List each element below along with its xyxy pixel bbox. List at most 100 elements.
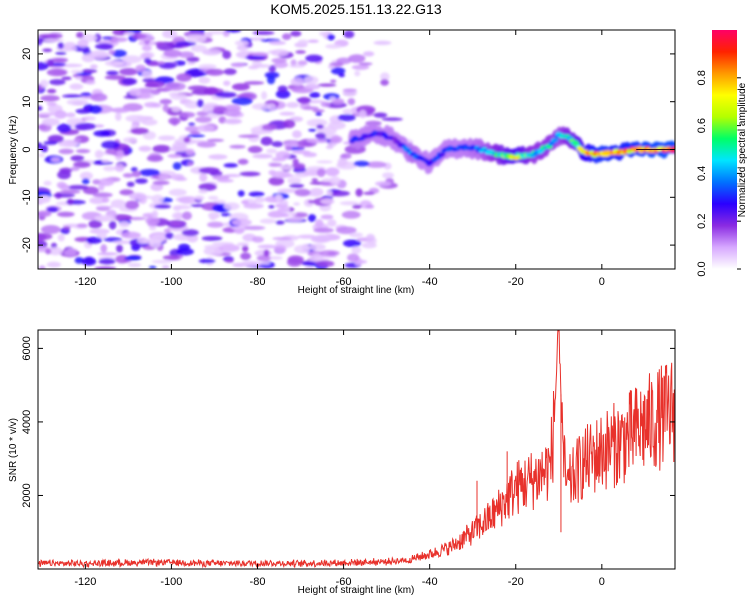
spectrogram-noise-cell — [223, 80, 231, 86]
spectrogram-signal-cell — [439, 152, 446, 157]
spectrogram-noise-cell — [42, 48, 53, 53]
spectrogram-noise-cell — [38, 233, 47, 242]
snr-y-axis: 2000 4000 6000 — [21, 336, 675, 508]
spectrogram-noise-cell — [110, 199, 126, 209]
spectrogram-noise-cell — [103, 237, 123, 242]
snr-x-tick-label: 0 — [599, 576, 605, 588]
spectrogram-noise-cell — [61, 63, 83, 68]
colorbar-gradient — [712, 30, 737, 269]
spectrogram-noise-cell — [354, 70, 361, 77]
spectrogram-noise-cell — [252, 30, 275, 36]
spectrogram-noise-cell — [176, 73, 192, 82]
spectrogram-noise-cell — [247, 145, 263, 154]
spectrogram-noise-cell — [300, 260, 316, 266]
spectrogram-noise-cell — [181, 229, 199, 237]
spectrogram-noise-cell — [190, 44, 207, 53]
spectrogram-noise-cell — [373, 40, 392, 45]
spectrogram-noise-cell — [261, 91, 268, 100]
spectrogram-noise-cell — [118, 221, 130, 228]
spectrogram-noise-cell — [151, 259, 173, 264]
spectrogram-noise-cell — [89, 197, 106, 205]
spectrogram-noise-cell — [74, 122, 97, 130]
spectrogram-x-axis: -120 -100 -80 -60 -40 -20 0 — [74, 30, 605, 288]
spectrogram-noise-cell — [315, 111, 322, 117]
spectrogram-noise-cell — [96, 205, 114, 209]
spectrogram-noise-cell — [252, 64, 272, 68]
spectrogram-noise-cell — [198, 167, 220, 174]
spectrogram-noise-cell — [177, 196, 199, 204]
spectrogram-noise-cell — [342, 88, 357, 93]
spectrogram-x-tick-label: -120 — [74, 276, 96, 288]
spectrogram-noise-cell — [126, 181, 135, 187]
spectrogram-noise-cell — [275, 193, 283, 202]
spectrogram-noise-cell — [231, 83, 251, 91]
spectrogram-noise-cell — [158, 174, 170, 180]
spectrogram-noise-cell — [58, 148, 74, 155]
spectrogram-noise-cell — [315, 132, 327, 140]
spectrogram-heatmap — [38, 30, 675, 269]
colorbar-label: Normalized spectral amplitude — [737, 82, 748, 217]
spectrogram-noise-cell — [56, 181, 67, 189]
spectrogram-noise-cell — [119, 68, 138, 76]
spectrogram-noise-cell — [121, 231, 141, 239]
spectrogram-x-tick-label: -40 — [422, 276, 438, 288]
spectrogram-noise-cell — [171, 212, 185, 220]
spectrogram-noise-cell — [115, 112, 122, 121]
spectrogram-noise-cell — [225, 30, 242, 33]
spectrogram-noise-cell — [123, 137, 138, 143]
spectrogram-noise-cell — [178, 51, 195, 59]
spectrogram-x-tick-label: -20 — [508, 276, 524, 288]
spectrogram-noise-cell — [97, 252, 119, 256]
spectrogram-noise-cell — [320, 198, 335, 205]
spectrogram-noise-cell — [135, 178, 148, 184]
spectrogram-noise-cell — [115, 254, 129, 264]
spectrogram-noise-cell — [289, 183, 305, 189]
spectrogram-noise-cell — [380, 79, 389, 86]
spectrogram-noise-cell — [217, 178, 234, 183]
spectrogram-noise-cell — [198, 64, 217, 70]
spectrogram-noise-cell — [183, 136, 191, 143]
spectrogram-noise-cell — [351, 64, 370, 70]
snr-x-axis-label: Height of straight line (km) — [298, 585, 415, 596]
spectrogram-noise-cell — [257, 244, 278, 249]
spectrogram-noise-cell — [297, 96, 311, 105]
spectrogram-noise-cell — [92, 192, 113, 198]
spectrogram-noise-cell — [268, 40, 287, 46]
spectrogram-noise-cell — [328, 121, 346, 130]
spectrogram-noise-cell — [56, 211, 75, 218]
spectrogram-noise-cell — [180, 111, 196, 118]
spectrogram-noise-cell — [163, 228, 171, 233]
spectrogram-noise-cell — [111, 214, 133, 221]
spectrogram-noise-cell — [218, 244, 240, 252]
spectrogram-noise-cell — [116, 149, 124, 157]
spectrogram-noise-cell — [342, 108, 353, 115]
spectrogram-noise-cell — [243, 225, 266, 231]
spectrogram-noise-cell — [243, 81, 265, 85]
spectrogram-noise-cell — [77, 39, 89, 48]
spectrogram-noise-cell — [325, 167, 340, 177]
spectrogram-noise-cell — [172, 162, 182, 170]
spectrogram-noise-cell — [198, 258, 216, 264]
spectrogram-noise-cell — [373, 112, 388, 118]
spectrogram-noise-cell — [66, 118, 86, 125]
spectrogram-noise-cell — [352, 204, 362, 209]
spectrogram-noise-cell — [311, 178, 318, 182]
spectrogram-noise-cell — [157, 135, 176, 141]
spectrogram-noise-cell — [48, 246, 63, 256]
spectrogram-x-tick-label: -100 — [160, 276, 182, 288]
spectrogram-noise-cell — [73, 161, 91, 168]
spectrogram-noise-cell — [244, 55, 266, 60]
spectrogram-noise-cell — [341, 210, 361, 219]
spectrogram-noise-cell — [306, 138, 328, 144]
spectrogram-noise-cell — [288, 212, 297, 217]
spectrogram-noise-cell — [291, 150, 311, 154]
spectrogram-y-axis: 20 10 0 -10 -20 — [21, 48, 675, 253]
spectrogram-noise-cell — [70, 166, 80, 172]
spectrogram-x-axis-label: Height of straight line (km) — [298, 285, 415, 296]
spectrogram-noise-cell — [75, 148, 91, 154]
spectrogram-noise-cell — [243, 203, 264, 209]
spectrogram-noise-cell — [222, 50, 232, 60]
spectrogram-noise-cell — [186, 134, 205, 138]
spectrogram-noise-cell — [292, 212, 308, 218]
spectrogram-noise-cell — [172, 142, 187, 150]
